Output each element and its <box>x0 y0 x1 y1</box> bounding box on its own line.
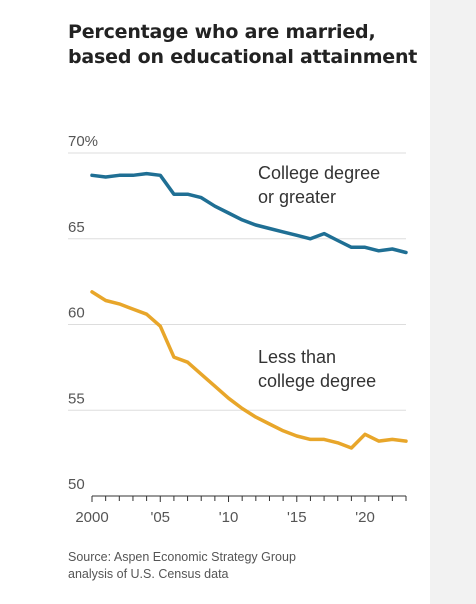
y-tick-label-70: 70% <box>68 133 98 150</box>
source-line-2: analysis of U.S. Census data <box>68 567 229 581</box>
chart-card <box>0 0 430 604</box>
chart-title: Percentage who are married, based on edu… <box>68 21 418 68</box>
y-tick-label-65: 65 <box>68 219 85 236</box>
x-tick-label-2000: 2000 <box>75 509 108 526</box>
series-label-college-2: or greater <box>258 187 336 207</box>
source-line-1: Source: Aspen Economic Strategy Group <box>68 550 296 564</box>
x-tick-label-2005: '05 <box>150 509 170 526</box>
side-panel <box>430 0 476 604</box>
y-tick-label-50: 50 <box>68 476 85 493</box>
series-label-college-1: College degree <box>258 163 380 183</box>
series-label-less-than-college-2: college degree <box>258 371 376 391</box>
source-note: Source: Aspen Economic Strategy Group an… <box>68 549 398 583</box>
y-tick-label-55: 55 <box>68 390 85 407</box>
x-tick-label-2020: '20 <box>355 509 375 526</box>
series-label-less-than-college-1: Less than <box>258 347 336 367</box>
series-line-college <box>90 171 408 255</box>
series-line-less-than-college <box>90 290 408 450</box>
y-tick-label-60: 60 <box>68 305 85 322</box>
x-tick-label-2010: '10 <box>219 509 239 526</box>
x-tick-label-2015: '15 <box>287 509 307 526</box>
